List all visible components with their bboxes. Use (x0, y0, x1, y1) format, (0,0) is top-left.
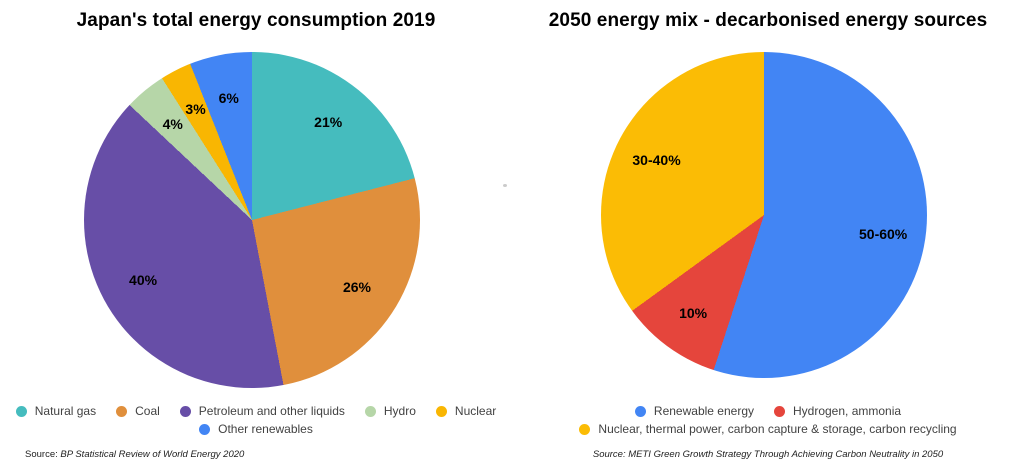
legend-label: Coal (135, 404, 160, 418)
slice-label: 21% (314, 113, 343, 130)
legend-item: Hydro (364, 404, 416, 418)
legend-swatch-icon (116, 405, 128, 417)
legend-item: Other renewables (199, 422, 313, 436)
source-note: Source: METI Green Growth Strategy Throu… (512, 449, 1024, 460)
legend-row: Renewable energy Hydrogen, ammonia (634, 404, 901, 418)
japan-energy-2019-chart-panel: Japan's total energy consumption 2019 21… (0, 10, 512, 460)
legend-row: Other renewables (199, 422, 313, 436)
slice-label: 4% (162, 116, 183, 133)
source-note: Source: BP Statistical Review of World E… (25, 449, 244, 460)
energy-mix-2050-chart-panel: 2050 energy mix - decarbonised energy so… (512, 0, 1024, 475)
slice-label: 40% (129, 271, 158, 288)
legend: Natural gas Coal Petroleum and other liqui… (0, 404, 512, 436)
source-reference: BP Statistical Review of World Energy 20… (60, 449, 245, 460)
legend-item: Natural gas (15, 404, 97, 418)
legend-label: Nuclear, thermal power, carbon capture &… (598, 422, 957, 436)
energy-mix-2050-pie-chart: 50-60% 10% 30-40% (601, 52, 927, 378)
legend-swatch-icon (774, 405, 785, 417)
legend-label: Natural gas (34, 404, 97, 418)
slice-label: 50-60% (858, 225, 908, 242)
legend-label: Nuclear (454, 404, 497, 418)
legend-swatch-icon (15, 405, 27, 417)
chart-title: Japan's total energy consumption 2019 (76, 10, 436, 31)
legend-item: Petroleum and other liquids (179, 404, 345, 418)
legend-row: Natural gas Coal Petroleum and other liqui… (15, 404, 497, 418)
legend-label: Hydrogen, ammonia (793, 404, 902, 418)
chart-title: 2050 energy mix - decarbonised energy so… (548, 10, 988, 31)
screen-artifact-speck (503, 184, 507, 187)
japan-energy-pie-chart: 21% 26% 40% 4% 3% 6% (84, 52, 420, 388)
legend: Renewable energy Hydrogen, ammonia Nuclear… (512, 404, 1024, 436)
legend-swatch-icon (199, 423, 211, 435)
legend-item: Renewable energy (634, 404, 754, 418)
legend-swatch-icon (634, 405, 646, 417)
legend-label: Petroleum and other liquids (198, 404, 345, 418)
legend-swatch-icon (179, 405, 191, 417)
legend-label: Hydro (383, 404, 416, 418)
legend-item: Hydrogen, ammonia (774, 404, 901, 418)
slice-label: 26% (342, 278, 371, 295)
legend-item: Coal (116, 404, 160, 418)
slice-label: 6% (218, 89, 239, 106)
legend-row: Nuclear, thermal power, carbon capture &… (579, 422, 957, 436)
slice-label: 10% (679, 304, 708, 321)
legend-swatch-icon (364, 405, 376, 417)
legend-swatch-icon (435, 405, 447, 417)
legend-label: Other renewables (218, 422, 313, 436)
slice-label: 3% (185, 101, 206, 118)
legend-label: Renewable energy (653, 404, 754, 418)
slice-label: 30-40% (632, 152, 681, 169)
source-label: Source: (25, 449, 61, 460)
legend-item: Nuclear (435, 404, 497, 418)
source-reference: METI Green Growth Strategy Through Achie… (628, 449, 944, 460)
legend-swatch-icon (579, 423, 591, 435)
legend-item: Nuclear, thermal power, carbon capture &… (579, 422, 957, 436)
source-label: Source: (592, 449, 629, 460)
